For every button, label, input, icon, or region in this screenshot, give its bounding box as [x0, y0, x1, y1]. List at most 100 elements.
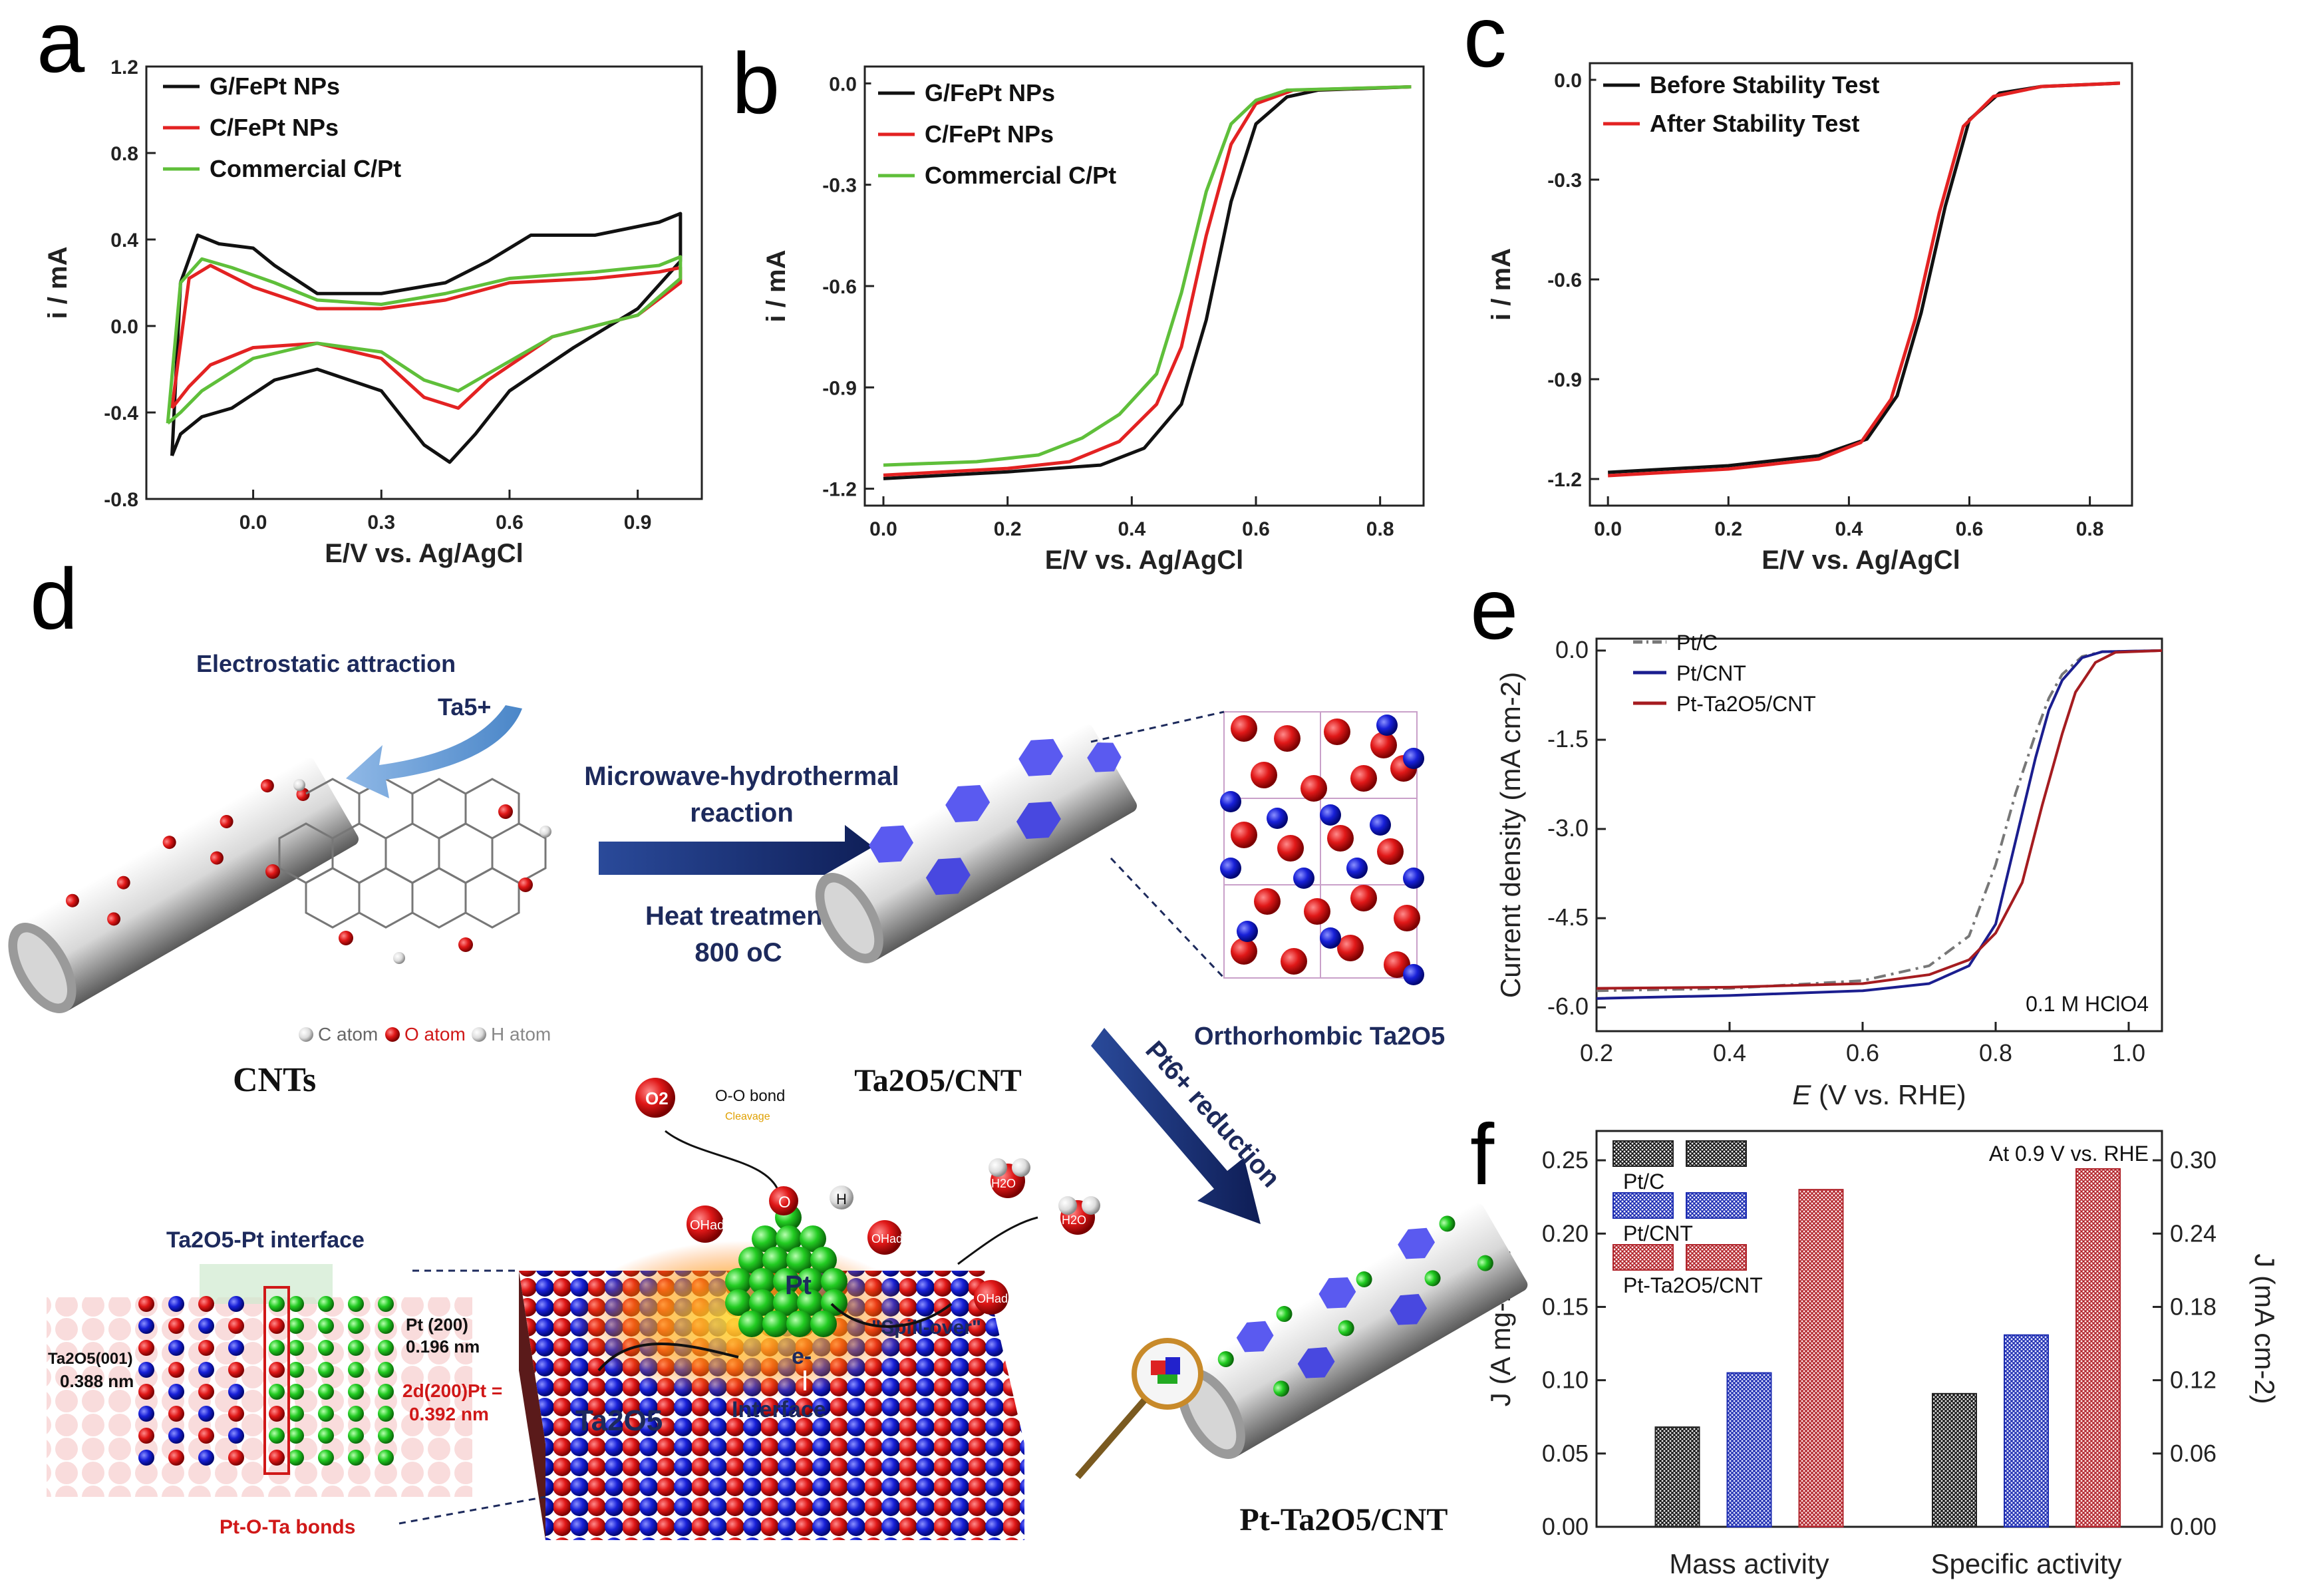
x-axis-label: E/V vs. Ag/AgCl	[325, 539, 524, 568]
x-tick-label: 0.0	[1594, 518, 1622, 540]
y-tick-label: -0.9	[822, 377, 857, 399]
x-tick-label: 0.6	[1956, 518, 1984, 540]
interface-pt-atom	[378, 1340, 394, 1356]
o-atom	[1324, 718, 1350, 745]
ta-atom	[1220, 791, 1241, 812]
ta-atom	[1370, 814, 1391, 836]
x-tick-label: 1.0	[2112, 1039, 2145, 1066]
interface-pt-atom	[288, 1384, 304, 1400]
interface-oxide-atom	[168, 1362, 184, 1378]
interface-oxide-atom	[228, 1406, 244, 1422]
x-axis-label: E/V vs. Ag/AgCl	[1045, 546, 1244, 575]
x-tick-label: 0.0	[869, 518, 897, 540]
ta-atom	[1320, 927, 1341, 949]
legend-entry: Pt-Ta2O5/CNT	[1623, 1273, 1763, 1297]
panel-label-f: f	[1470, 1106, 1495, 1203]
legend-swatch	[1686, 1192, 1747, 1219]
series-line-1	[170, 263, 683, 410]
interface-oxide-atom	[198, 1362, 214, 1378]
interface-oxide-atom	[168, 1296, 184, 1312]
interface-oxide-atom	[168, 1384, 184, 1400]
interface-oxide-atom	[138, 1340, 154, 1356]
x-tick-label: 0.2	[1580, 1039, 1613, 1066]
o-atom	[1231, 938, 1257, 965]
interface-oxide-atom	[168, 1406, 184, 1422]
interface-pt-atom	[348, 1384, 364, 1400]
interface-pt-atom	[288, 1318, 304, 1334]
y-tick-label: 0.4	[110, 230, 138, 251]
series-line-2	[166, 255, 683, 425]
interface-oxide-atom	[228, 1296, 244, 1312]
pt-atom	[786, 1311, 813, 1337]
ta2o5-cnt-label: Ta2O5/CNT	[854, 1063, 1022, 1098]
ohad-label-right: OHad	[871, 1232, 903, 1245]
y-tick-label-right: 0.06	[2170, 1440, 2217, 1467]
legend-entry: Pt/C	[1676, 631, 1718, 655]
category-label: Specific activity	[1930, 1548, 2121, 1579]
pt-atom	[800, 1225, 826, 1252]
legend-entry: C/FePt NPs	[925, 120, 1054, 148]
legend-background	[871, 74, 1198, 202]
interface-pt-atom	[318, 1296, 334, 1312]
interface-oxide-atom	[198, 1428, 214, 1444]
interface-oxide-atom	[138, 1296, 154, 1312]
o-atom	[1394, 905, 1420, 931]
pt-atom	[738, 1311, 765, 1337]
pt-atom	[749, 1268, 776, 1295]
x-tick-label: 0.6	[1242, 518, 1270, 540]
h2o-label-1: H2O	[991, 1177, 1016, 1190]
y-tick-label: -1.2	[1547, 469, 1582, 491]
ta-ion-arrow	[346, 705, 522, 798]
y-tick-label: 0.0	[1555, 636, 1589, 663]
panel-label-b: b	[732, 35, 780, 132]
o2-label: O2	[645, 1088, 669, 1108]
o-atom	[1377, 838, 1404, 865]
interface-oxide-atom	[228, 1428, 244, 1444]
legend-entry: C/FePt NPs	[210, 114, 339, 141]
x-tick-label: 0.4	[1118, 518, 1146, 540]
interface-oxide-atom	[198, 1450, 214, 1466]
interface-oxide-atom	[168, 1450, 184, 1466]
y-tick-label: -0.3	[822, 175, 857, 197]
interface-oxide-atom	[198, 1296, 214, 1312]
plot-frame	[1589, 62, 2133, 507]
interface-pt-atom	[378, 1406, 394, 1422]
panel-label-c: c	[1463, 0, 1507, 85]
ta-atom	[1293, 868, 1314, 889]
interface-pt-atom	[318, 1406, 334, 1422]
x-tick-label: 0.6	[1846, 1039, 1879, 1066]
orthorhombic-label: Orthorhombic Ta2O5	[1194, 1023, 1445, 1050]
y-tick-label: 1.2	[110, 57, 138, 79]
ta-atom	[1376, 715, 1398, 736]
oo-bond-label: O-O bond	[715, 1087, 785, 1105]
interface-bond-atom	[269, 1296, 285, 1312]
interface-pt-atom	[288, 1340, 304, 1356]
y-tick-label: -0.4	[104, 402, 138, 424]
y-tick-label-left: 0.00	[1542, 1513, 1589, 1540]
microwave-line2: reaction	[690, 798, 794, 828]
interface-oxide-atom	[138, 1406, 154, 1422]
pt-label: Pt	[785, 1271, 812, 1300]
y-tick-label-left: 0.10	[1542, 1366, 1589, 1394]
ta-atom	[1403, 964, 1424, 985]
legend-swatch	[1612, 1140, 1674, 1167]
o-atom	[1274, 725, 1301, 752]
y-tick-label: -3.0	[1547, 814, 1589, 842]
y-axis-label: i / mA	[1487, 248, 1516, 321]
x-tick-label: 0.3	[367, 512, 395, 534]
interface-bond-atom	[269, 1406, 285, 1422]
interface-pt-atom	[288, 1296, 304, 1312]
x-axis-label-unit: (V vs. RHE)	[1811, 1079, 1966, 1110]
bar-0	[1932, 1392, 1977, 1528]
ta-atom	[1346, 858, 1368, 879]
ta-atom	[1320, 804, 1341, 826]
electrostatic-label: Electrostatic attraction	[196, 650, 456, 677]
interface-label: Interface	[732, 1397, 826, 1422]
electrolyte-annotation: 0.1 M HClO4	[2026, 992, 2149, 1016]
legend-swatch	[1686, 1244, 1747, 1271]
pt-atom	[725, 1289, 752, 1316]
interface-oxide-atom	[198, 1340, 214, 1356]
interface-oxide-atom	[138, 1318, 154, 1334]
interface-bond-atom	[269, 1318, 285, 1334]
ta-atom	[1403, 868, 1424, 889]
